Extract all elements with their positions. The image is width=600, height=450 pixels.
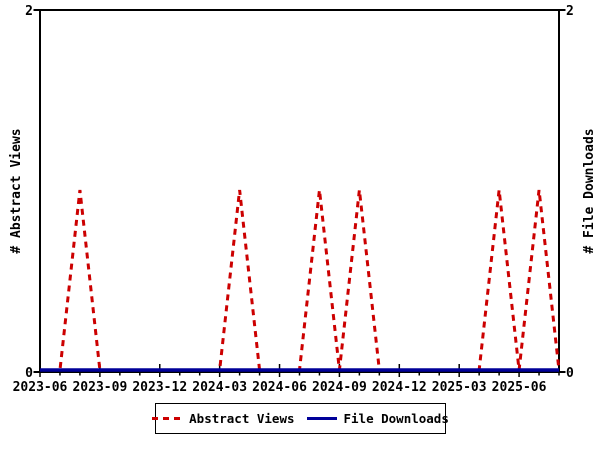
x-tick-label: 2023-06 [13,380,68,395]
legend-label-abstract-views: Abstract Views [189,411,295,426]
x-tick-label: 2025-03 [432,380,487,395]
legend: Abstract Views File Downloads [152,403,449,434]
x-tick-label: 2023-12 [132,380,187,395]
plot-border [39,9,560,373]
y-axis-title-right: # File Downloads [582,128,597,254]
x-tick-label: 2024-09 [312,380,367,395]
y-tick-label-right: 2 [566,4,574,19]
x-tick-label: 2024-03 [192,380,247,395]
legend-item-abstract-views: Abstract Views [152,411,295,426]
x-tick-label: 2024-06 [252,380,307,395]
y-tick-label-left: 2 [25,4,33,19]
x-tick-label: 2024-12 [372,380,427,395]
legend-item-file-downloads: File Downloads [306,411,449,426]
y-axis-title-left: # Abstract Views [9,128,24,254]
y-tick-label-left: 0 [25,366,33,381]
x-tick-label: 2023-09 [72,380,127,395]
abstract-views-dashed-line-icon [152,417,183,420]
legend-label-file-downloads: File Downloads [343,411,449,426]
x-tick-label: 2025-06 [492,380,547,395]
file-downloads-solid-line-icon [306,417,337,420]
y-tick-label-right: 0 [566,366,574,381]
